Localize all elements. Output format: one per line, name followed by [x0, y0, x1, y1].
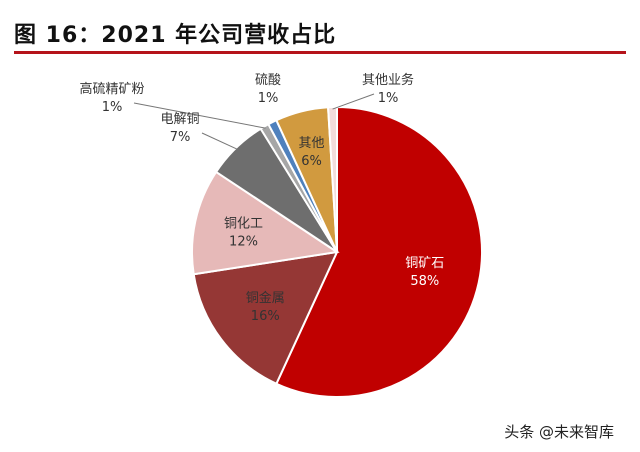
leader-line-4: [201, 132, 238, 150]
slice-label-3: 铜化工: [224, 217, 263, 232]
pie-slice-2: [192, 250, 339, 386]
slice-label-8: 其他业务: [362, 72, 414, 88]
slice-label-7: 其他: [299, 136, 325, 151]
slice-pct-2: 16%: [251, 309, 280, 324]
slice-pct-7: 6%: [301, 154, 322, 169]
slice-label-5: 高硫精矿粉: [79, 81, 144, 97]
leader-line-8: [332, 93, 375, 110]
pie-slices: [191, 105, 483, 398]
slice-labels: 铜矿石 58% 铜金属 16% 铜化工 12% 电解铜 7% 高硫精矿粉 1% 硫酸 1% 其他 6% 其他…: [79, 72, 444, 324]
pie-slice-1: [275, 105, 483, 398]
slice-label-1: 铜矿石: [405, 256, 444, 271]
chart-title: 图 16：2021 年公司营收占比: [14, 23, 337, 48]
slice-pct-6: 1%: [258, 91, 279, 106]
slice-label-6: 硫酸: [255, 73, 281, 88]
slice-label-2: 铜金属: [246, 290, 285, 306]
title-bar: [14, 10, 626, 54]
pie-slice-3: [191, 170, 340, 276]
watermark: 头条 @未来智库: [504, 423, 614, 441]
slice-pct-3: 12%: [229, 235, 258, 250]
leader-lines: [133, 93, 375, 150]
slice-pct-4: 7%: [170, 130, 191, 145]
slice-pct-1: 58%: [410, 274, 439, 289]
slice-label-4: 电解铜: [160, 112, 199, 127]
slice-pct-8: 1%: [378, 91, 399, 106]
slice-pct-5: 1%: [102, 100, 123, 115]
leader-line-5: [133, 102, 266, 129]
